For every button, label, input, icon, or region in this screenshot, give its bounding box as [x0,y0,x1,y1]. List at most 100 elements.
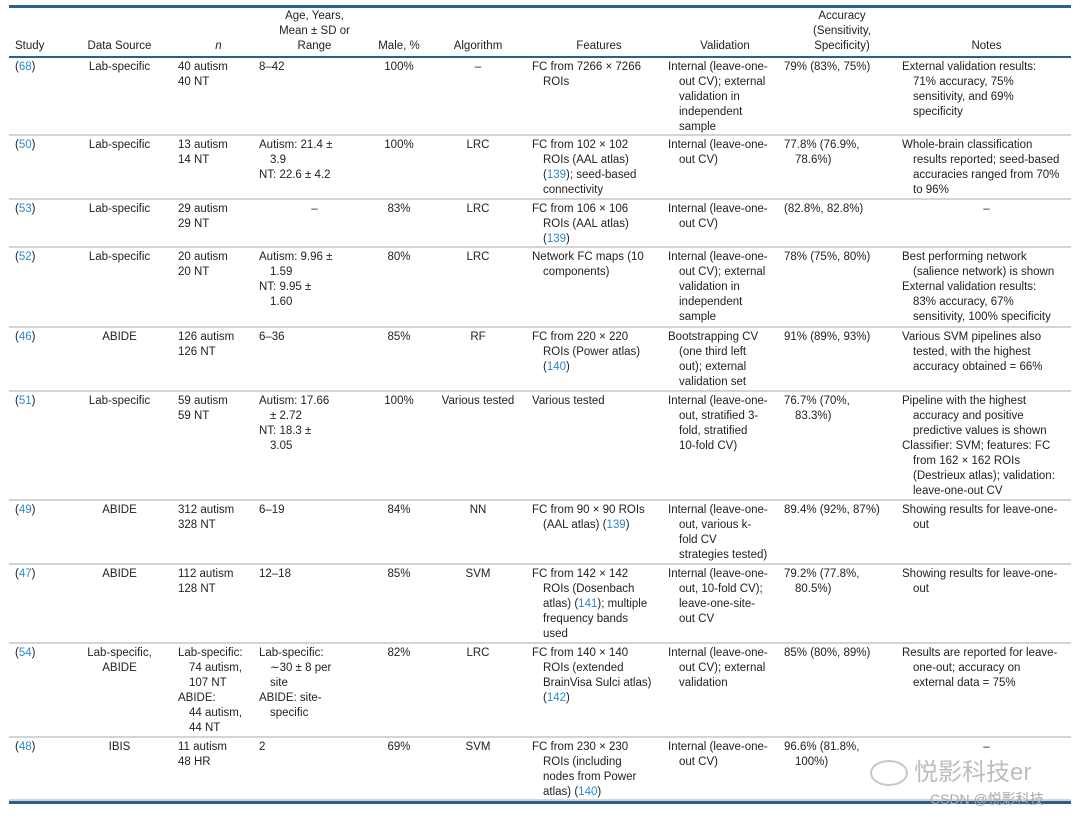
cell: (82.8%, 82.8%) [782,200,900,246]
cell-text: Various tested [441,395,515,407]
cell-text: Bootstrapping CV (one third left out); e… [668,331,759,388]
cell: ABIDE [69,328,170,390]
cell: – [259,200,370,246]
study-ref[interactable]: (47) [15,568,36,580]
ref-link[interactable]: 51 [18,395,32,407]
cell-text: 40 autism [178,61,228,73]
cell-text: Lab-specific [88,395,151,407]
study-ref[interactable]: (46) [15,331,36,343]
cell: NN [428,501,528,563]
ref-link[interactable]: 46 [18,331,32,343]
cell-text: Internal (leave-one- out CV) [668,203,768,230]
ref-link[interactable]: 140 [546,361,567,373]
cell-text: NN [469,504,487,516]
study-ref[interactable]: (68) [15,61,36,73]
study-ref[interactable]: (52) [15,251,36,263]
column-header: n [215,40,222,52]
cell: Showing results for leave-one- out [900,565,1071,642]
cell-text: NT: 22.6 ± 4.2 [259,169,331,181]
cell-text: – [983,741,990,753]
cell: Internal (leave-one- out CV); external v… [666,644,782,736]
cell-text: Autism: 9.96 ± 1.59 [259,251,333,278]
study-ref[interactable]: (49) [15,504,36,516]
ref-link[interactable]: 139 [606,519,626,531]
cell-text: FC from 90 × 90 ROIs (AAL atlas) (139) [532,504,645,531]
watermark: 悦影科技er [870,759,1031,787]
cell-text: 79.2% (77.8%, 80.5%) [784,568,860,595]
cell: 69% [370,738,428,799]
cell-text: LRC [466,139,490,151]
ref-link[interactable]: 50 [18,139,32,151]
ref-link[interactable]: 48 [18,741,32,753]
cell: LRC [428,200,528,246]
ref-link[interactable]: 139 [546,233,567,245]
cell-text: Lab-specific [88,139,151,151]
cell-text: Internal (leave-one- out, various k- fol… [668,504,768,561]
cell: Lab-specific [69,136,170,198]
cell-text: 59 autism [178,395,228,407]
cell-text: 76.7% (70%, 83.3%) [784,395,850,422]
cell-text: 79% (83%, 75%) [784,61,871,73]
cell: 100% [370,58,428,134]
cell-text: 12–18 [259,568,291,580]
ref-link[interactable]: 49 [18,504,32,516]
cell-text: 128 NT [178,583,216,595]
study-ref[interactable]: (50) [15,139,36,151]
cell: 79.2% (77.8%, 80.5%) [782,565,900,642]
cell: 312 autism 328 NT [170,501,259,563]
ref-link[interactable]: 54 [18,647,32,659]
cell-text: 100% [384,395,414,407]
cell-text: 2 [259,741,266,753]
cell-text: Lab-specific: 74 autism, 107 NT [178,647,243,689]
cell: Whole-brain classification results repor… [900,136,1071,198]
study-ref[interactable]: (51) [15,395,36,407]
cell: Various tested [528,392,666,499]
cell-text: Autism: 17.66 ± 2.72 [259,395,330,422]
cell-text: FC from 7266 × 7266 ROIs [532,61,641,88]
cell-text: Internal (leave-one- out CV); external v… [668,61,768,133]
cell-text: Internal (leave-one- out CV); external v… [668,251,768,323]
cell-text: 29 autism [178,203,228,215]
cell-text: RF [470,331,486,343]
cell: Lab-specific [69,200,170,246]
cell-text: Best performing network (salience networ… [902,251,1055,278]
cell: SVM [428,565,528,642]
cell: 78% (75%, 80%) [782,248,900,326]
cell-text: SVM [465,741,491,753]
study-ref[interactable]: (48) [15,741,36,753]
cell: Internal (leave-one- out CV); external v… [666,58,782,134]
cell: 100% [370,136,428,198]
column-header: Age, Years, Mean ± SD or Range [279,10,350,52]
table-row: (53) Lab-specific 29 autism 29 NT – 83% LRC FC … [9,200,1071,248]
cell: Lab-specific [69,248,170,326]
cell: FC from 7266 × 7266 ROIs [528,58,666,134]
cell-text: LRC [466,251,490,263]
cell: 84% [370,501,428,563]
table-row: (51) Lab-specific 59 autism 59 NT Autism: 17… [9,392,1071,501]
study-ref[interactable]: (54) [15,647,36,659]
cell-text: Lab-specific [88,61,151,73]
ref-link[interactable]: 141 [578,598,598,610]
ref-link[interactable]: 52 [18,251,32,263]
cell-text: FC from 142 × 142 ROIs (Dosenbach atlas)… [532,568,648,640]
study-ref[interactable]: (53) [15,203,36,215]
ref-link[interactable]: 68 [18,61,32,73]
cell-text: 8–42 [259,61,285,73]
table-row: (50) Lab-specific 13 autism 14 NT Autism: 21… [9,136,1071,200]
table-row: (68) Lab-specific 40 autism 40 NT 8–42 100% – F… [9,58,1071,136]
cell-text: 100% [384,139,414,151]
cell: FC from 230 × 230 ROIs (including nodes … [528,738,666,799]
cell-text: ABIDE: 44 autism, 44 NT [178,692,243,734]
cell: External validation results: 71% accurac… [900,58,1071,134]
cell-text: 328 NT [178,519,216,531]
ref-link[interactable]: 140 [578,786,598,798]
ref-link[interactable]: 47 [18,568,32,580]
cell: Various SVM pipelines also tested, with … [900,328,1071,390]
cell: 11 autism 48 HR [170,738,259,799]
ref-link[interactable]: 139 [546,169,567,181]
ref-link[interactable]: 53 [18,203,32,215]
cell-text: Lab-specific [88,251,151,263]
cell-text: LRC [466,647,490,659]
ref-link[interactable]: 142 [546,692,567,704]
cell: FC from 106 × 106 ROIs (AAL atlas) (139) [528,200,666,246]
